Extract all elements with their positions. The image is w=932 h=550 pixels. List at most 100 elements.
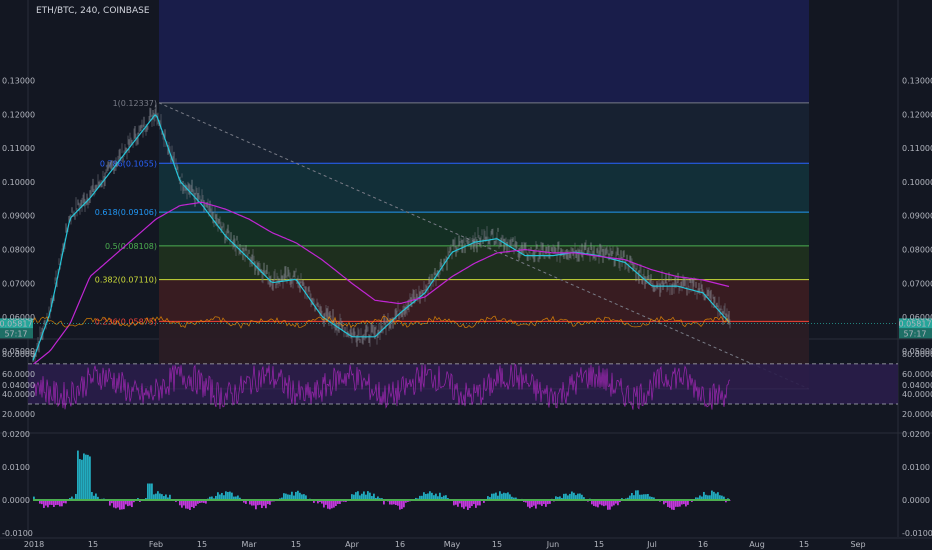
macd-histogram-bar	[199, 500, 201, 503]
macd-histogram-bar	[215, 495, 217, 500]
price-tick-left: 0.07000	[2, 279, 35, 288]
macd-histogram-bar	[541, 500, 543, 506]
macd-histogram-bar	[675, 500, 677, 507]
countdown-badge-right	[899, 328, 932, 339]
macd-histogram-bar	[181, 500, 183, 508]
macd-histogram-bar	[127, 500, 129, 507]
macd-histogram-bar	[333, 500, 335, 508]
macd-histogram-bar	[721, 495, 723, 500]
macd-histogram-bar	[303, 494, 305, 500]
macd-histogram-bar	[669, 500, 671, 508]
macd-histogram-bar	[437, 496, 439, 500]
macd-histogram-bar	[155, 493, 157, 500]
price-tick-right: 0.10000	[902, 178, 932, 187]
x-axis-label: 15	[492, 540, 502, 549]
macd-histogram-bar	[487, 496, 489, 500]
macd-histogram-bar	[323, 500, 325, 508]
macd-histogram-bar	[467, 500, 469, 510]
macd-histogram-bar	[331, 500, 333, 509]
price-tick-right: 0.07000	[902, 279, 932, 288]
macd-histogram-bar	[645, 494, 647, 500]
macd-histogram-bar	[329, 500, 331, 510]
macd-histogram-bar	[353, 494, 355, 500]
trend-dashed-line	[158, 102, 810, 390]
macd-histogram-bar	[577, 493, 579, 500]
macd-histogram-bar	[209, 496, 211, 500]
macd-histogram-bar	[713, 491, 715, 500]
macd-histogram-bar	[715, 493, 717, 500]
macd-histogram-bar	[505, 493, 507, 500]
macd-histogram-bar	[289, 494, 291, 500]
macd-histogram-bar	[419, 495, 421, 500]
macd-histogram-bar	[699, 495, 701, 500]
macd-histogram-bar	[443, 495, 445, 500]
fib-level-label: 0.5(0.08108)	[105, 242, 157, 251]
x-axis-label: May	[444, 540, 461, 549]
macd-histogram-bar	[617, 500, 619, 506]
macd-histogram-bar	[71, 496, 73, 500]
macd-histogram-bar	[337, 500, 339, 504]
macd-histogram-bar	[317, 500, 319, 504]
macd-histogram-bar	[503, 492, 505, 500]
macd-histogram-bar	[583, 497, 585, 500]
macd-histogram-bar	[455, 500, 457, 505]
macd-histogram-bar	[115, 500, 117, 509]
rsi-line	[32, 363, 731, 410]
macd-histogram-bar	[555, 496, 557, 500]
macd-tick-right: 0.0000	[902, 496, 930, 505]
price-tick-right: 0.04000	[902, 381, 932, 390]
macd-histogram-bar	[161, 494, 163, 500]
macd-histogram-bar	[569, 493, 571, 500]
macd-histogram-bar	[641, 494, 643, 500]
macd-histogram-bar	[151, 483, 153, 500]
macd-histogram-bar	[109, 500, 111, 506]
macd-histogram-bar	[327, 500, 329, 509]
macd-histogram-bar	[319, 500, 321, 503]
macd-histogram-bar	[593, 500, 595, 506]
macd-histogram-bar	[533, 500, 535, 506]
rsi-tick-right: 40.0000	[902, 390, 932, 399]
price-tick-left: 0.05000	[2, 347, 35, 356]
macd-histogram-bar	[129, 500, 131, 506]
macd-histogram-bar	[469, 500, 471, 509]
macd-tick-right: -0.0100	[902, 529, 932, 538]
macd-histogram-bar	[637, 490, 639, 500]
macd-histogram-bar	[191, 500, 193, 507]
volume-oscillator-line	[32, 315, 730, 329]
macd-histogram-bar	[365, 494, 367, 500]
macd-histogram-bar	[261, 500, 263, 509]
macd-histogram-bar	[549, 500, 551, 504]
x-axis-label: Mar	[241, 540, 257, 549]
macd-histogram-bar	[243, 500, 245, 503]
macd-histogram-bar	[281, 497, 283, 500]
macd-histogram-bar	[495, 492, 497, 500]
macd-histogram-bar	[85, 454, 87, 500]
macd-histogram-bar	[649, 496, 651, 500]
macd-histogram-bar	[51, 500, 53, 505]
fib-level-label: 1(0.12337)	[113, 99, 157, 108]
macd-histogram-bar	[703, 491, 705, 500]
macd-histogram-bar	[351, 494, 353, 500]
x-axis-label: 16	[698, 540, 708, 549]
macd-histogram-bar	[263, 500, 265, 506]
macd-histogram-bar	[297, 490, 299, 500]
macd-histogram-bar	[507, 492, 509, 500]
price-tick-left: 0.13000	[2, 76, 35, 85]
macd-histogram-bar	[87, 454, 89, 500]
macd-histogram-bar	[421, 495, 423, 500]
fib-band	[159, 163, 809, 213]
x-axis-label: 15	[594, 540, 604, 549]
fib-level-label: 0.236(0.05875)	[95, 317, 157, 326]
macd-histogram-bar	[525, 500, 527, 503]
fib-band	[159, 279, 809, 322]
price-tick-left: 0.04000	[2, 381, 35, 390]
price-tick-left: 0.10000	[2, 178, 35, 187]
macd-histogram-bar	[473, 500, 475, 505]
macd-histogram-bar	[613, 500, 615, 506]
macd-histogram-bar	[55, 500, 57, 506]
macd-histogram-bar	[237, 495, 239, 500]
macd-histogram-bar	[217, 492, 219, 500]
macd-histogram-bar	[189, 500, 191, 510]
